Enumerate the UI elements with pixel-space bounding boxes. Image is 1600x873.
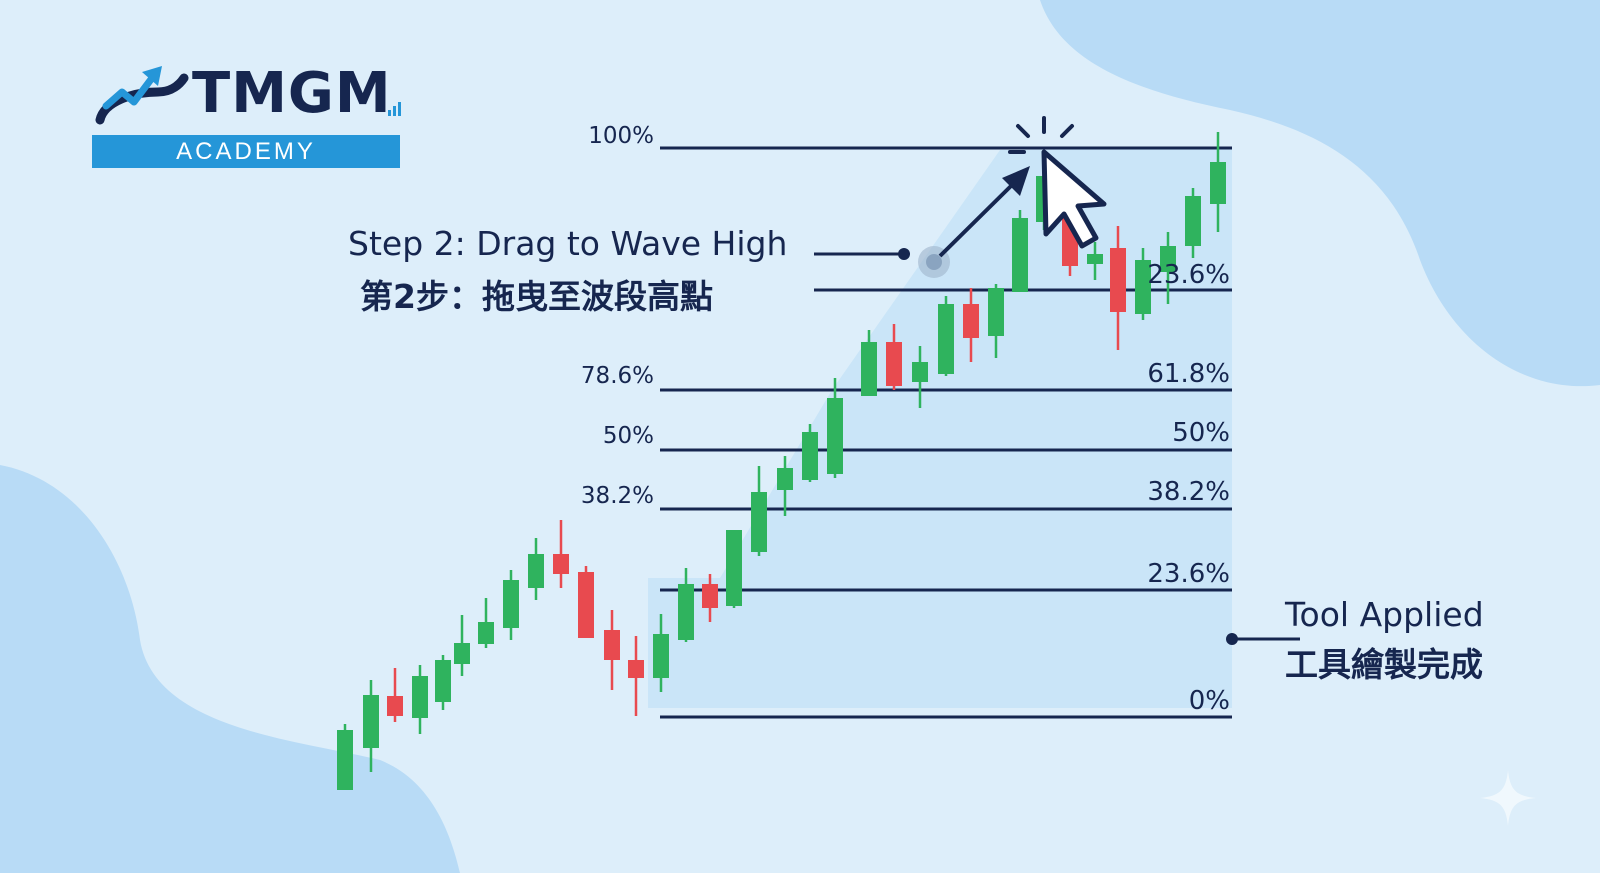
fib-labels: 100% 78.6% 50% 38.2% 23.6% 61.8% 50% 38.2% 23.6%… (581, 123, 1230, 716)
candlesticks (337, 132, 1226, 790)
brand-name: TMGM (192, 61, 392, 126)
fib-fill-area (648, 148, 1232, 708)
arrow-cursor-icon (1041, 149, 1107, 249)
candle-bullish (337, 730, 353, 790)
candle-bearish (886, 342, 902, 386)
fib-label-left: 50% (603, 423, 654, 449)
candle-bullish (938, 304, 954, 374)
fib-label-right: 61.8% (1147, 359, 1230, 389)
chart-arrow-logo-icon (95, 66, 189, 125)
candle-bullish (678, 584, 694, 640)
fib-label-right: 50% (1172, 418, 1230, 448)
candle-bullish (363, 695, 379, 748)
candle-bullish (528, 554, 544, 588)
candle-bullish (1160, 246, 1176, 272)
fib-label-right: 23.6% (1147, 260, 1230, 290)
candle-bullish (988, 288, 1004, 336)
drag-arrow-head (1002, 166, 1030, 196)
tool-leader-dot (1226, 633, 1238, 645)
candle-bullish (1135, 260, 1151, 314)
fib-label-right: 38.2% (1147, 477, 1230, 507)
academy-badge: ACADEMY (92, 135, 400, 168)
tool-caption-zh: 工具繪製完成 (1285, 645, 1483, 684)
candle-bullish (1210, 162, 1226, 204)
candle-bearish (578, 572, 594, 638)
candle-bullish (653, 634, 669, 678)
fib-label-left: 38.2% (581, 483, 654, 509)
click-burst-icon (1008, 116, 1074, 154)
candle-bullish (861, 342, 877, 396)
fib-label-left: 78.6% (581, 363, 654, 389)
candle-bullish (912, 362, 928, 382)
candle-bullish (478, 622, 494, 644)
candle-bearish (553, 554, 569, 574)
candle-bearish (387, 696, 403, 716)
candle-bearish (604, 630, 620, 660)
candle-bullish (827, 398, 843, 474)
candle-bullish (751, 492, 767, 552)
candle-bullish (1185, 196, 1201, 246)
candle-bullish (454, 643, 470, 664)
candle-bullish (435, 660, 451, 702)
drag-start-dot (926, 254, 942, 270)
step-caption-en: Step 2: Drag to Wave High (348, 224, 788, 263)
step-leader-dot (898, 248, 910, 260)
tool-caption-en: Tool Applied (1285, 595, 1484, 634)
candle-bullish (503, 580, 519, 628)
fib-label-left: 100% (588, 123, 654, 149)
candle-bearish (702, 584, 718, 608)
sparkle-icon (1480, 770, 1536, 826)
candle-bullish (726, 530, 742, 606)
candle-bullish (1012, 218, 1028, 292)
candle-bearish (628, 660, 644, 678)
signal-bars-icon (388, 102, 401, 116)
fib-label-right: 0% (1189, 686, 1230, 716)
step-caption-zh: 第2步：拖曳至波段高點 (360, 277, 713, 316)
tmgm-academy-logo: TMGM ACADEMY (92, 62, 402, 172)
candle-bullish (802, 432, 818, 480)
candle-bullish (777, 468, 793, 490)
candle-bullish (1087, 254, 1103, 264)
drag-arrow-line (938, 183, 1014, 258)
candle-bullish (412, 676, 428, 718)
fib-label-right: 23.6% (1147, 559, 1230, 589)
candle-bearish (963, 304, 979, 338)
candle-bearish (1110, 248, 1126, 312)
